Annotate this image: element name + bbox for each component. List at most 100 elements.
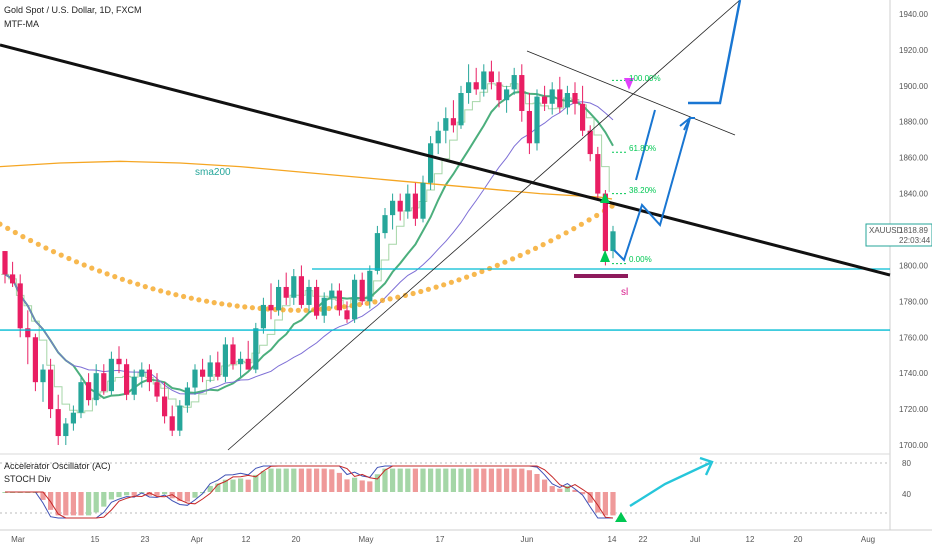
osc-bar bbox=[48, 492, 54, 510]
candle-body bbox=[207, 362, 213, 377]
osc-bar bbox=[215, 483, 221, 492]
candle-body bbox=[177, 405, 183, 431]
osc-bar bbox=[610, 492, 616, 516]
dotted-ma-point bbox=[81, 262, 87, 268]
projection-path-a bbox=[613, 117, 695, 262]
osc-bar bbox=[557, 488, 563, 492]
dotted-ma-point bbox=[532, 245, 539, 251]
osc-bar bbox=[298, 468, 304, 492]
osc-bar bbox=[519, 468, 525, 492]
osc-bar bbox=[488, 468, 494, 492]
y-tick-label: 1740.00 bbox=[899, 369, 928, 378]
candle-body bbox=[526, 110, 532, 144]
candle-body bbox=[298, 276, 304, 305]
dotted-ma-point bbox=[525, 249, 531, 255]
osc-bar bbox=[154, 492, 160, 496]
osc-bar bbox=[390, 468, 396, 492]
osc-bar bbox=[108, 492, 114, 500]
osc-bar bbox=[481, 468, 487, 492]
candle-body bbox=[458, 93, 464, 126]
dotted-ma-point bbox=[89, 265, 95, 271]
candle-body bbox=[291, 276, 297, 298]
dotted-ma-point bbox=[0, 221, 3, 227]
candle-body bbox=[336, 290, 342, 311]
dotted-ma-point bbox=[571, 226, 577, 232]
osc-bar bbox=[200, 492, 206, 494]
dotted-ma-point bbox=[509, 256, 516, 262]
osc-bar bbox=[564, 485, 570, 492]
candle-body bbox=[435, 130, 441, 144]
candle-body bbox=[519, 75, 525, 111]
dotted-ma-point bbox=[142, 284, 148, 290]
badge-price: 1818.89 bbox=[899, 226, 928, 235]
dotted-ma-point bbox=[379, 297, 386, 303]
osc-bar bbox=[329, 469, 335, 492]
dotted-ma-point bbox=[196, 297, 202, 303]
y-tick-label: 1760.00 bbox=[899, 333, 928, 342]
osc-bar bbox=[435, 468, 441, 492]
osc-bar bbox=[534, 473, 540, 492]
dotted-ma-point bbox=[425, 286, 431, 292]
dotted-ma-point bbox=[43, 245, 49, 251]
osc-green-arrow bbox=[615, 512, 627, 522]
osc-bar bbox=[146, 492, 152, 496]
osc-bar bbox=[86, 492, 92, 516]
osc-bar bbox=[374, 474, 380, 492]
stop-loss-label: sl bbox=[621, 287, 628, 298]
y-tick-label: 1720.00 bbox=[899, 405, 928, 414]
candle-body bbox=[466, 82, 472, 94]
dotted-ma-point bbox=[181, 293, 187, 300]
x-tick-label: 20 bbox=[292, 535, 301, 544]
y-tick-label: 1940.00 bbox=[899, 10, 928, 19]
x-tick-label: 22 bbox=[639, 535, 648, 544]
dotted-ma-point bbox=[586, 217, 592, 223]
indicator-lines bbox=[0, 83, 615, 414]
dotted-ma-point bbox=[540, 242, 546, 248]
osc-bar bbox=[405, 468, 411, 492]
candle-body bbox=[496, 82, 502, 101]
y-tick-label: 1920.00 bbox=[899, 46, 928, 55]
x-tick-label: 15 bbox=[91, 535, 100, 544]
dotted-ma-point bbox=[341, 304, 347, 310]
dotted-ma-point bbox=[112, 274, 118, 280]
candle-body bbox=[169, 416, 175, 431]
descending-trendline bbox=[0, 43, 891, 277]
osc-bar bbox=[580, 492, 586, 495]
dotted-ma-point bbox=[35, 241, 41, 247]
dotted-ma-point bbox=[158, 288, 164, 294]
osc-bar bbox=[184, 492, 190, 502]
candle-body bbox=[549, 89, 555, 104]
sma200-line bbox=[0, 160, 613, 200]
candle-body bbox=[564, 93, 570, 108]
projection-arrowhead bbox=[679, 117, 691, 131]
candle-body bbox=[146, 369, 152, 383]
candle-body bbox=[86, 382, 92, 401]
osc-bar bbox=[291, 468, 297, 492]
grid-lines bbox=[0, 0, 932, 531]
candle-body bbox=[428, 143, 434, 183]
chart-title: Gold Spot / U.S. Dollar, 1D, FXCM bbox=[4, 5, 142, 15]
candle-body bbox=[397, 200, 403, 212]
candle-body bbox=[314, 286, 320, 316]
candle-body bbox=[602, 193, 608, 252]
dotted-ma-point bbox=[58, 252, 64, 258]
dotted-ma-point bbox=[204, 298, 210, 304]
dotted-ma-point bbox=[364, 300, 370, 306]
osc-bar bbox=[595, 492, 601, 513]
candle-body bbox=[420, 182, 426, 219]
candle-body bbox=[131, 376, 137, 395]
dotted-ma-point bbox=[548, 238, 554, 244]
candle-body bbox=[405, 193, 411, 212]
osc-bar bbox=[116, 492, 122, 498]
osc-tick-40: 40 bbox=[902, 490, 911, 499]
candlesticks bbox=[2, 60, 616, 446]
osc-bar bbox=[124, 492, 130, 496]
dotted-ma-point bbox=[578, 221, 585, 227]
osc-bar bbox=[587, 492, 593, 503]
dotted-ma-point bbox=[66, 255, 72, 262]
dotted-ma-point bbox=[594, 212, 600, 219]
y-tick-label: 1880.00 bbox=[899, 118, 928, 127]
osc-bar bbox=[207, 485, 213, 492]
candle-body bbox=[390, 200, 396, 216]
